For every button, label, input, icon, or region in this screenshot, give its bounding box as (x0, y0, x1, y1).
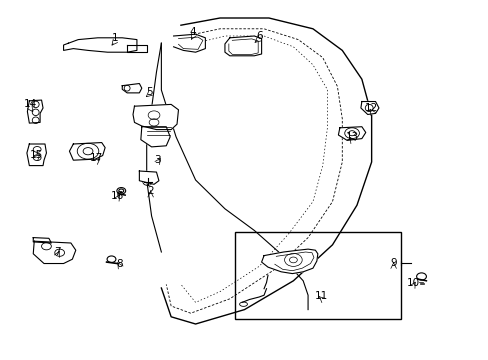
Polygon shape (27, 100, 43, 123)
Text: 17: 17 (90, 153, 103, 163)
Text: 5: 5 (145, 87, 152, 97)
Polygon shape (69, 143, 105, 160)
Text: 4: 4 (189, 27, 196, 37)
Text: 9: 9 (389, 258, 396, 268)
Polygon shape (139, 171, 159, 184)
Polygon shape (63, 38, 137, 52)
Text: 3: 3 (154, 155, 161, 165)
Text: 8: 8 (116, 258, 123, 269)
Polygon shape (141, 127, 170, 147)
Polygon shape (33, 238, 51, 243)
Text: 16: 16 (110, 191, 124, 201)
Text: 6: 6 (255, 31, 262, 41)
Polygon shape (173, 34, 205, 52)
Text: 11: 11 (314, 291, 328, 301)
Polygon shape (338, 127, 365, 140)
Text: 7: 7 (54, 247, 61, 257)
Text: 10: 10 (406, 278, 419, 288)
Text: 12: 12 (364, 103, 378, 113)
Polygon shape (127, 45, 146, 52)
Text: 1: 1 (111, 33, 118, 43)
Polygon shape (261, 249, 317, 274)
Polygon shape (133, 104, 178, 130)
Text: 13: 13 (345, 132, 358, 142)
Text: 14: 14 (23, 99, 37, 109)
Polygon shape (27, 144, 46, 166)
Bar (234, 232, 400, 319)
Polygon shape (33, 241, 76, 264)
Text: 2: 2 (147, 186, 154, 196)
Polygon shape (224, 36, 261, 56)
Text: 15: 15 (30, 150, 43, 160)
Polygon shape (122, 84, 142, 93)
Polygon shape (360, 102, 378, 114)
